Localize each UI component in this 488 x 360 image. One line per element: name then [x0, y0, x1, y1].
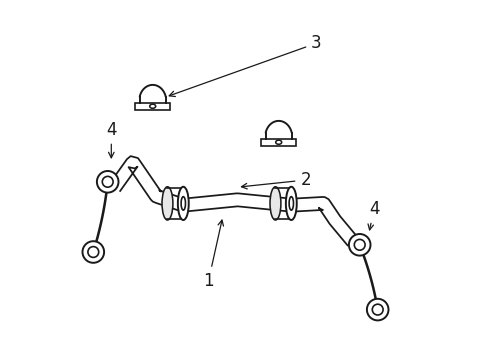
Circle shape	[366, 299, 387, 320]
Text: 4: 4	[367, 200, 379, 230]
Circle shape	[354, 239, 365, 250]
Circle shape	[102, 176, 113, 187]
Bar	[135, 103, 170, 110]
Ellipse shape	[288, 197, 293, 210]
Ellipse shape	[149, 104, 155, 108]
Circle shape	[348, 234, 370, 256]
Ellipse shape	[178, 187, 188, 220]
Text: 3: 3	[169, 34, 321, 96]
Ellipse shape	[269, 187, 280, 220]
Text: 1: 1	[203, 220, 223, 290]
Circle shape	[97, 171, 118, 193]
Text: 2: 2	[241, 171, 310, 189]
Circle shape	[88, 247, 99, 257]
Text: 4: 4	[106, 121, 116, 158]
Ellipse shape	[181, 197, 185, 210]
Ellipse shape	[275, 140, 281, 144]
Ellipse shape	[162, 187, 173, 220]
Bar	[261, 139, 296, 146]
Circle shape	[371, 304, 382, 315]
Ellipse shape	[285, 187, 296, 220]
Circle shape	[82, 241, 104, 263]
Polygon shape	[109, 156, 357, 246]
